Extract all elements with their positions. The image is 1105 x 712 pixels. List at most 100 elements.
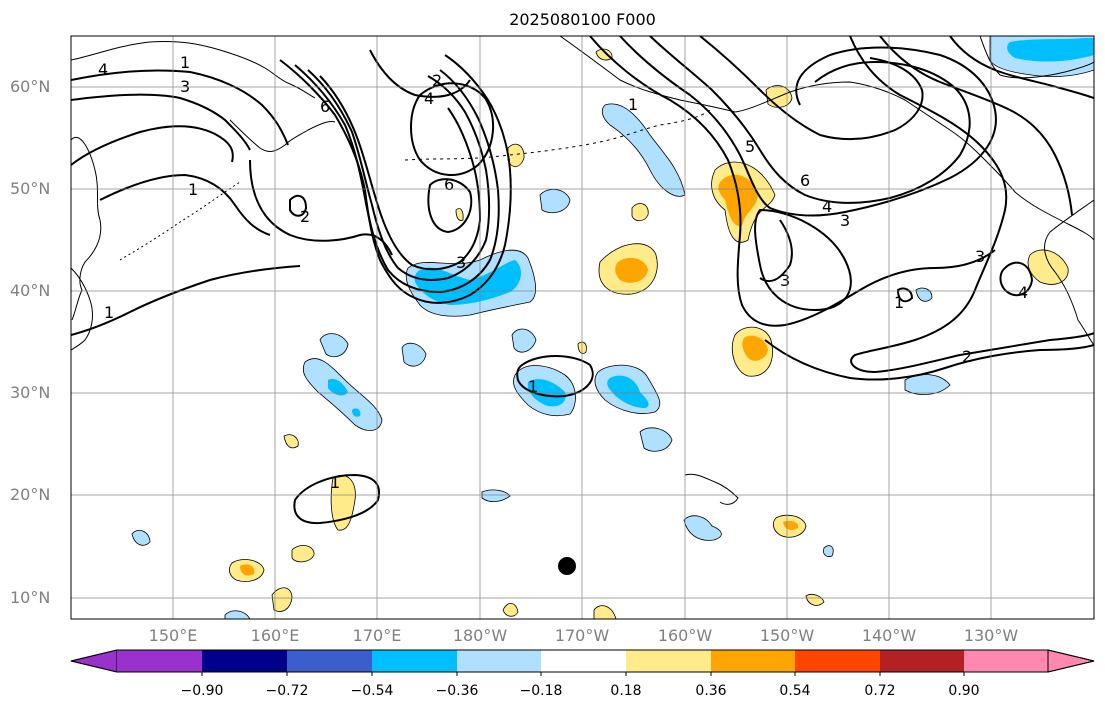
colorbar-tick-label: −0.36	[435, 683, 479, 699]
contour-nw-1	[71, 93, 251, 151]
anomaly-strong-positive-41n	[615, 257, 648, 283]
contour-label: 4	[822, 197, 832, 216]
colorbar-tick-label: 0.36	[695, 683, 727, 699]
contour-west-ridge-2	[71, 265, 301, 336]
coastline-aleutian-islands	[404, 109, 711, 161]
coastline-hawaii	[684, 473, 739, 505]
colorbar-tick-label: −0.54	[350, 683, 394, 699]
contour-trough-2	[294, 64, 500, 294]
contour-east-closed	[999, 261, 1034, 297]
anomaly-negative-small-3	[539, 189, 571, 214]
contour-trough-1	[279, 54, 512, 304]
colorbar-tick-label: −0.18	[519, 683, 563, 699]
coastline-kuril-islands	[119, 181, 241, 261]
colorbar-segment	[117, 650, 202, 672]
colorbar-segment	[795, 650, 880, 672]
contour-small-closed-3	[289, 194, 308, 217]
anomaly-negative-small-5	[639, 427, 673, 452]
coastlines	[71, 36, 1094, 505]
contour-label: 1	[628, 95, 638, 114]
gridlines	[71, 36, 1094, 619]
coastline-nw-america	[1044, 199, 1094, 346]
anomaly-strong-positive-35n	[742, 335, 768, 361]
contour-label: 6	[444, 175, 454, 194]
anomaly-positive-small-7	[502, 603, 519, 617]
map-title: 2025080100 F000	[509, 10, 656, 29]
colorbar-segment	[541, 650, 626, 672]
contour-kamchatka-1	[99, 173, 271, 236]
contour-trough-3	[307, 69, 490, 281]
contour-labels: 1 4 3 1 6 2 4 6 3 1 2 1 1 1 5 6 4 3 3 1 …	[98, 53, 1028, 492]
colorbar-tick-marks	[201, 672, 965, 676]
anomaly-positive-21n	[330, 474, 356, 531]
contour-label: 6	[800, 171, 810, 190]
contour-ridge-east-3	[649, 36, 971, 204]
anomaly-negative-small-11	[224, 610, 251, 619]
contour-ridge-east-2	[619, 36, 997, 217]
geopotential-contours	[71, 36, 1094, 525]
contour-label: 1	[528, 377, 538, 396]
contour-small-closed-2	[293, 473, 380, 525]
colorbar-tick-label: −0.72	[265, 683, 309, 699]
lat-label-40n: 40°N	[10, 281, 51, 300]
colorbar-tick-label: 0.54	[779, 683, 811, 699]
contour-label: 6	[320, 97, 330, 116]
contour-east-2	[879, 36, 1073, 216]
contour-label: 4	[98, 60, 108, 79]
anomaly-positive-small-3	[631, 203, 649, 222]
contour-small-closed-1	[516, 355, 594, 398]
map-frame	[70, 35, 1095, 620]
contour-closed-low	[410, 82, 495, 177]
lon-label-140w: 140°W	[861, 626, 917, 645]
coastline-japan-north	[71, 267, 93, 351]
contour-label: 2	[962, 347, 972, 366]
contour-label: 1	[180, 53, 190, 72]
anomaly-strong-negative-west	[328, 378, 348, 396]
coastline-canada-north	[979, 36, 1094, 79]
lat-label-10n: 10°N	[10, 588, 51, 607]
coastline-chukotka	[229, 119, 336, 152]
colorbar-outline	[70, 649, 1095, 673]
coastline-kamchatka	[71, 137, 102, 321]
contour-inner-low	[427, 178, 473, 234]
contour-sw-low-3	[764, 339, 1094, 381]
colorbar-segment	[457, 650, 541, 672]
location-marker	[558, 557, 576, 575]
lon-label-160e: 160°E	[250, 626, 300, 645]
lon-label-170w: 170°W	[554, 626, 610, 645]
lon-label-150e: 150°E	[148, 626, 198, 645]
colorbar-tick-label: 0.18	[610, 683, 642, 699]
anomaly-positive-small-8	[593, 605, 617, 619]
colorbar-extend-left	[70, 649, 118, 673]
anomaly-negative-alaska-coast	[601, 103, 686, 197]
contour-ridge-east-1	[589, 36, 996, 327]
lon-label-150w: 150°W	[759, 626, 815, 645]
lat-label-30n: 30°N	[10, 383, 51, 402]
colorbar-segment	[626, 650, 711, 672]
anomaly-negative-small-7	[683, 515, 722, 541]
anomaly-strong-negative-small	[352, 408, 361, 417]
colorbar	[70, 649, 1095, 676]
contour-label: 3	[975, 247, 985, 266]
contour-label: 3	[456, 253, 466, 272]
contour-east-1	[849, 36, 1094, 374]
colorbar-segment	[202, 650, 287, 672]
lat-label-20n: 20°N	[10, 485, 51, 504]
contour-east-3	[949, 36, 1094, 99]
contour-label: 5	[745, 137, 755, 156]
anomaly-negative-small-2	[401, 342, 427, 367]
contour-sw-low-2	[754, 208, 852, 312]
colorbar-tick-label: −0.90	[180, 683, 224, 699]
contour-label: 2	[432, 71, 442, 90]
lon-label-160w: 160°W	[657, 626, 713, 645]
contour-label: 1	[894, 293, 904, 312]
contour-nw-3	[71, 125, 234, 166]
lat-label-50n: 50°N	[10, 179, 51, 198]
contour-small-closed-4	[896, 287, 914, 303]
anomaly-negative-small-4	[511, 328, 537, 353]
anomaly-strong-positive-13n	[240, 564, 255, 576]
contour-label: 1	[104, 303, 114, 322]
coastline-siberia	[71, 41, 316, 99]
coastline-alaska	[559, 36, 1094, 241]
